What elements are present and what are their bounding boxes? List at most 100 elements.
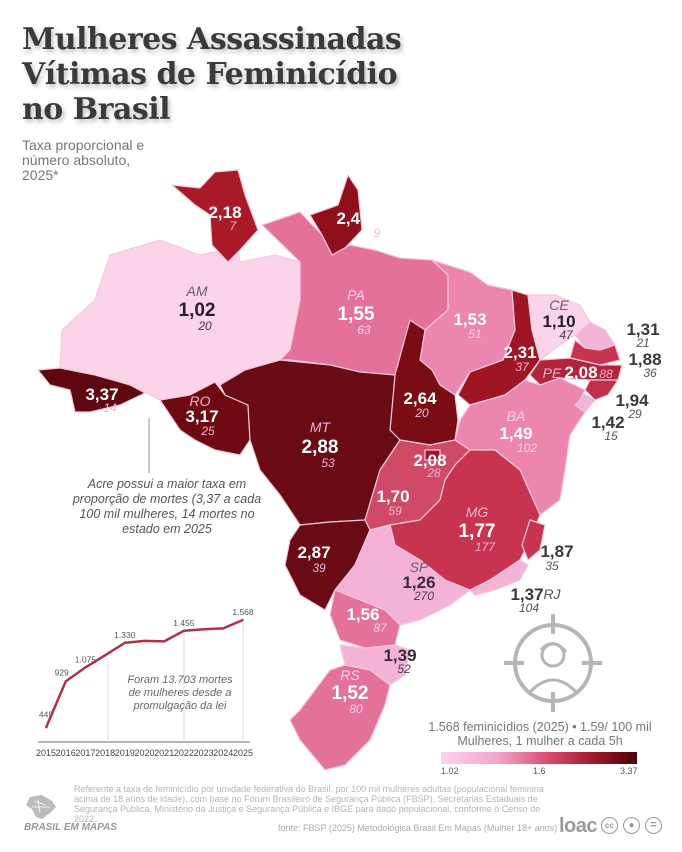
- state-RS[interactable]: [289, 664, 391, 771]
- count-MG: 177: [475, 540, 496, 554]
- count-RO: 25: [200, 424, 215, 438]
- rate-GO: 1,70: [376, 487, 409, 506]
- color-scale-legend: [441, 752, 637, 764]
- count-GO: 59: [388, 504, 402, 518]
- footer-source: fonte: FBSP (2025) Metodológica Brasil E…: [278, 823, 558, 833]
- state-label-MT: MT: [310, 419, 332, 435]
- count-TO: 20: [414, 406, 429, 420]
- rate-AM: 1,02: [179, 300, 216, 321]
- state-AC[interactable]: [37, 367, 146, 413]
- rate-BA: 1,49: [499, 424, 532, 443]
- rate-AC: 3,37: [85, 385, 118, 404]
- annotation-pointer-line: [148, 418, 150, 473]
- rate-PA: 1,55: [338, 304, 375, 325]
- chart-xtick-2016: 2016: [56, 748, 76, 758]
- chart-point-2019: [124, 642, 126, 644]
- count-AP: 9: [374, 226, 381, 240]
- state-RJ[interactable]: [469, 559, 529, 596]
- rate-SE: 1,42: [591, 413, 624, 432]
- chart-point-2016: [64, 680, 67, 683]
- count-ES: 35: [545, 559, 559, 573]
- count-DF: 28: [426, 466, 441, 480]
- chart-xtick-2017: 2017: [75, 748, 95, 758]
- count-RR: 7: [230, 219, 238, 233]
- state-label-RJ: RJ: [543, 586, 561, 602]
- state-ES[interactable]: [521, 519, 546, 561]
- subtitle-line-3: 2025*: [22, 167, 59, 183]
- chart-point-2025: [242, 619, 244, 621]
- chart-annotation-line-2: de mulheres desde a: [129, 687, 232, 699]
- attribution-icon: ●: [623, 817, 640, 834]
- count-PA: 63: [357, 323, 371, 337]
- title-line-3: no Brasil: [22, 92, 171, 127]
- chart-xtick-2015: 2015: [36, 748, 56, 758]
- rate-PE: 2,08: [564, 363, 597, 382]
- loac-logo: loac: [559, 815, 598, 837]
- rate-RJ: 1,37: [510, 585, 543, 604]
- state-RO[interactable]: [159, 381, 251, 456]
- chart-xtick-2021: 2021: [154, 748, 174, 758]
- count-PB: 36: [643, 366, 657, 380]
- chart-point-2021: [163, 640, 165, 643]
- rate-PR: 1,56: [346, 605, 379, 624]
- brazil-map-logo-icon: [26, 795, 56, 819]
- rate-SC: 1,39: [383, 646, 416, 665]
- count-BA: 102: [517, 441, 537, 455]
- state-DF[interactable]: [424, 449, 441, 461]
- rate-RS: 1,52: [332, 683, 369, 704]
- state-label-BA: BA: [507, 408, 526, 424]
- chart-annotation-line-1: Foram 13.703 mortes: [127, 674, 233, 686]
- chart-xtick-2018: 2018: [95, 748, 115, 758]
- summary-stat: 1.568 feminicídios (2025) • 1.59/ 100 mi…: [420, 720, 660, 748]
- rate-PI: 2,31: [503, 343, 536, 362]
- title-line-1: Mulheres Assassinadas: [22, 22, 402, 57]
- legend-max: 3.37: [620, 766, 638, 776]
- count-PR: 87: [373, 621, 388, 635]
- chart-xtick-2024: 2024: [213, 748, 233, 758]
- count-MS: 39: [312, 561, 326, 575]
- subtitle-line-1: Taxa proporcional e: [22, 137, 145, 153]
- legend-min: 1.02: [441, 766, 459, 776]
- annotation-line-4: estado em 2025: [122, 522, 212, 536]
- subtitle-line-2: número absoluto,: [22, 152, 131, 168]
- rate-MA: 1,53: [453, 310, 486, 329]
- no-derivatives-icon: =: [645, 817, 662, 834]
- rate-DF: 2,08: [413, 451, 446, 470]
- legend-mid: 1.6: [533, 766, 546, 776]
- rate-RN: 1,31: [626, 320, 659, 339]
- state-label-MG: MG: [466, 504, 489, 520]
- count-SE: 15: [604, 429, 618, 443]
- brand-name: BRASIL EM MAPAS: [24, 822, 117, 833]
- chart-point-2018: [104, 654, 106, 657]
- rate-CE: 1,10: [542, 312, 575, 331]
- annotation-line-3: 100 mil mulheres, 14 mortes no: [79, 507, 255, 521]
- chart-point-2023: [202, 628, 205, 631]
- chart-xtick-2019: 2019: [115, 748, 135, 758]
- state-AL[interactable]: [584, 379, 619, 401]
- chart-point-2017: [84, 666, 87, 669]
- count-MT: 53: [321, 456, 335, 470]
- rate-MS: 2,87: [297, 543, 330, 562]
- count-AL: 29: [627, 407, 642, 421]
- chart-xtick-2025: 2025: [233, 748, 253, 758]
- state-label-PE: PE: [543, 365, 562, 381]
- chart-data-label-2015: 449: [39, 710, 53, 720]
- stat-line-1: 1.568 feminicídios (2025) • 1.59/ 100 mi…: [428, 720, 652, 734]
- footer-note: Referente a taxa de feminicídio por umid…: [74, 784, 544, 824]
- state-RR[interactable]: [171, 169, 259, 263]
- rate-AP: 2,47: [336, 209, 369, 228]
- rate-MG: 1,77: [459, 521, 496, 542]
- subtitle: Taxa proporcional e número absoluto, 202…: [22, 138, 192, 183]
- chart-point-2015: [45, 726, 47, 729]
- chart-xtick-2022: 2022: [174, 748, 194, 758]
- rate-MT: 2,88: [302, 437, 339, 458]
- chart-data-label-2016: 929: [55, 667, 69, 677]
- count-CE: 47: [559, 328, 574, 342]
- state-label-PA: PA: [347, 287, 365, 303]
- count-SP: 270: [413, 589, 434, 603]
- chart-point-2022: [183, 629, 185, 632]
- rate-SP: 1,26: [402, 573, 435, 592]
- annotation-line-1: Acre possui a maior taxa em: [87, 477, 247, 491]
- rate-PB: 1,88: [628, 350, 661, 369]
- acre-annotation: Acre possui a maior taxa em proporção de…: [62, 477, 272, 537]
